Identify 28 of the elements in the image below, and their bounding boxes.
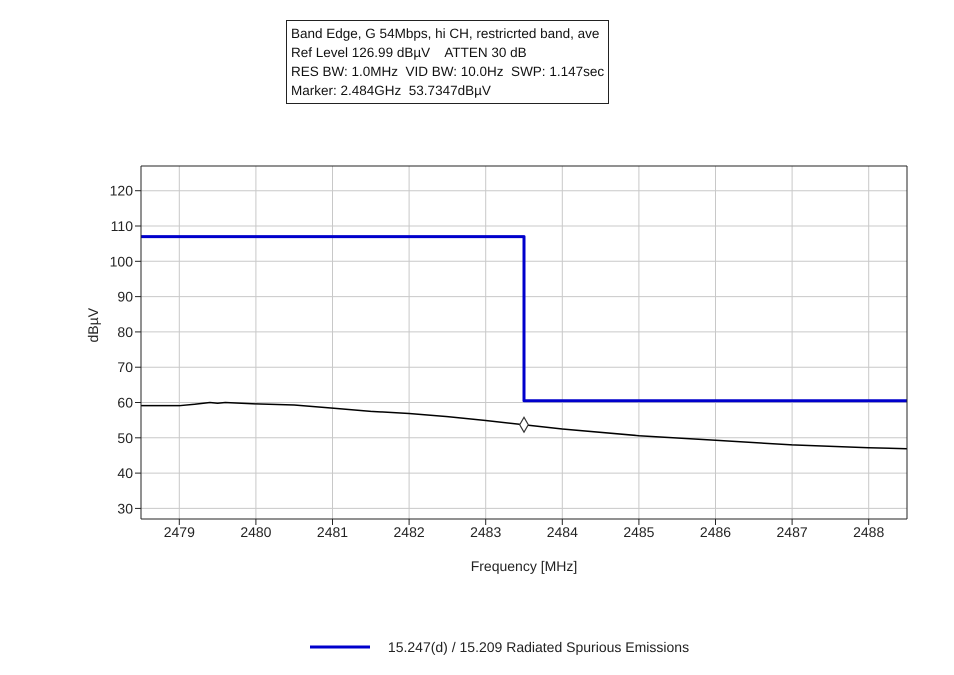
- line-series: [141, 402, 907, 450]
- legend-label: 15.247(d) / 15.209 Radiated Spurious Emissions: [388, 639, 690, 655]
- y-tick-label: 100: [110, 253, 134, 270]
- x-tick-label: 2486: [700, 524, 732, 540]
- x-tick-label: 2487: [776, 524, 808, 540]
- x-tick-label: 2482: [394, 524, 425, 540]
- x-tick-label: 2480: [240, 524, 272, 540]
- x-tick-label: 2488: [853, 524, 884, 540]
- text: RES BW: 1.0MHz VID BW: 10.0Hz SWP: 1.147sec: [291, 63, 604, 81]
- y-tick-label: 60: [117, 394, 134, 410]
- text: Ref Level 126.99 dBµV ATTEN 30 dB: [291, 44, 528, 62]
- x-tick-label: 2485: [623, 524, 655, 540]
- x-tick-label: 2481: [316, 524, 348, 540]
- y-tick-label: 110: [110, 218, 134, 234]
- y-tick-label: 120: [110, 182, 134, 199]
- y-tick-label: 40: [117, 465, 134, 482]
- y-tick-label: 50: [117, 430, 134, 446]
- y-tick-label: 30: [117, 500, 134, 516]
- text: Band Edge, G 54Mbps, hi CH, restricrted band, ave: [291, 25, 600, 43]
- x-tick-label: 2483: [470, 524, 502, 540]
- y-axis-title: dBµV: [84, 307, 101, 342]
- y-tick-label: 90: [117, 288, 134, 305]
- x-tick-label: 2484: [546, 524, 578, 540]
- x-tick-label: 2479: [164, 524, 196, 540]
- y-tick-label: 80: [117, 324, 134, 340]
- text: Marker: 2.484GHz 53.7347dBµV: [291, 82, 492, 100]
- x-axis-title: Frequency [MHz]: [470, 558, 578, 574]
- y-tick-label: 70: [117, 359, 134, 376]
